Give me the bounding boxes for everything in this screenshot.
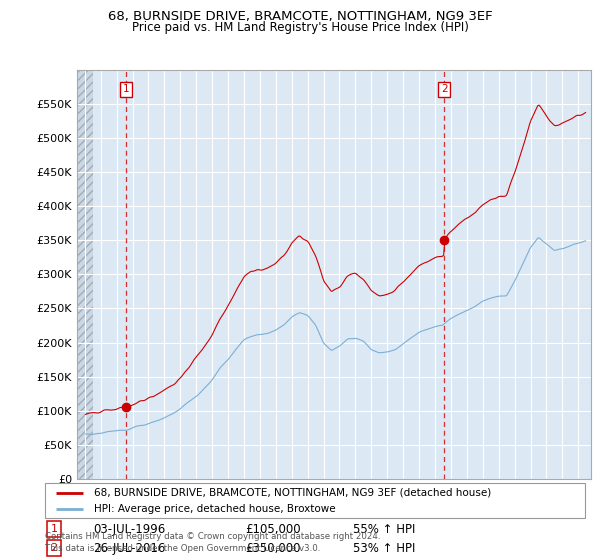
Text: 2: 2: [50, 543, 58, 553]
Text: 03-JUL-1996: 03-JUL-1996: [94, 522, 166, 536]
Text: £105,000: £105,000: [245, 522, 301, 536]
Text: 53% ↑ HPI: 53% ↑ HPI: [353, 542, 415, 555]
Text: £350,000: £350,000: [245, 542, 301, 555]
Text: 1: 1: [50, 524, 58, 534]
Text: 26-JUL-2016: 26-JUL-2016: [94, 542, 166, 555]
Text: 68, BURNSIDE DRIVE, BRAMCOTE, NOTTINGHAM, NG9 3EF: 68, BURNSIDE DRIVE, BRAMCOTE, NOTTINGHAM…: [107, 10, 493, 23]
Text: 2: 2: [441, 85, 448, 94]
Text: 55% ↑ HPI: 55% ↑ HPI: [353, 522, 415, 536]
Bar: [77, 70, 93, 479]
Text: HPI: Average price, detached house, Broxtowe: HPI: Average price, detached house, Brox…: [94, 503, 335, 514]
Text: 1: 1: [122, 85, 129, 94]
Text: Contains HM Land Registry data © Crown copyright and database right 2024.
This d: Contains HM Land Registry data © Crown c…: [45, 533, 380, 553]
Text: Price paid vs. HM Land Registry's House Price Index (HPI): Price paid vs. HM Land Registry's House …: [131, 21, 469, 34]
Text: 68, BURNSIDE DRIVE, BRAMCOTE, NOTTINGHAM, NG9 3EF (detached house): 68, BURNSIDE DRIVE, BRAMCOTE, NOTTINGHAM…: [94, 488, 491, 498]
